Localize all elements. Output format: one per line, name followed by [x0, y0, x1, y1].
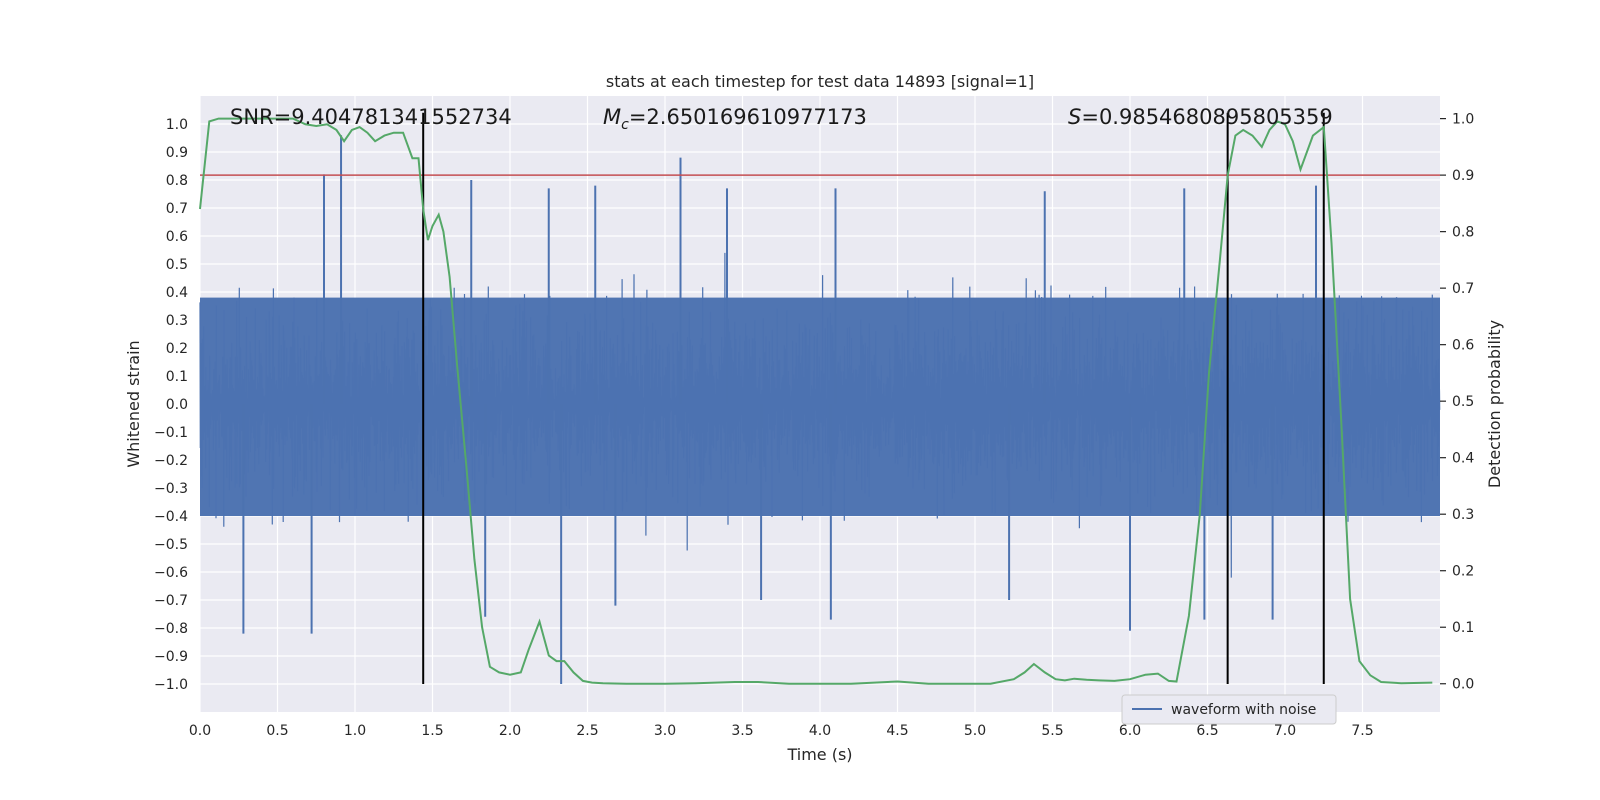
probability-series [199, 117, 1433, 685]
x-tick-label-2: 1.0 [344, 723, 366, 739]
left-tick-label-20: −1.0 [154, 677, 188, 693]
left-tick-label-16: −0.6 [154, 565, 188, 581]
x-tick-label-11: 5.5 [1041, 723, 1063, 739]
left-tick-label-5: 0.5 [166, 257, 188, 273]
x-tick-label-6: 3.0 [654, 723, 676, 739]
x-tick-label-13: 6.5 [1196, 723, 1218, 739]
left-tick-label-10: 0.0 [166, 397, 188, 413]
s-symbol: S [1068, 105, 1081, 129]
left-tick-label-11: −0.1 [154, 425, 188, 441]
left-tick-label-3: 0.7 [166, 201, 188, 217]
x-tick-label-8: 4.0 [809, 723, 831, 739]
x-axis-label: Time (s) [786, 745, 852, 764]
left-tick-label-0: 1.0 [166, 117, 188, 133]
left-tick-label-6: 0.4 [166, 285, 188, 301]
legend-label-waveform: waveform with noise [1171, 702, 1316, 718]
right-tick-label-7: 0.3 [1452, 507, 1474, 523]
right-axis-ticks: 1.0 0.9 0.8 0.7 0.6 0.5 0.4 0.3 0.2 0.1 0.0 [1440, 112, 1474, 693]
x-tick-label-0: 0.0 [189, 723, 211, 739]
waveform-band [200, 297, 1440, 516]
right-tick-label-9: 0.1 [1452, 620, 1474, 636]
x-axis-ticks: 0.0 0.5 1.0 1.5 2.0 2.5 3.0 3.5 4.0 4.5 5.0 5.5 6.0 6… [189, 723, 1374, 739]
overlays [200, 112, 1440, 684]
left-tick-label-9: 0.1 [166, 369, 188, 385]
left-tick-label-2: 0.8 [166, 173, 188, 189]
left-axis-ticks: 1.0 0.9 0.8 0.7 0.6 0.5 0.4 0.3 0.2 0.1 0.0 −0.1 −0.… [154, 117, 188, 693]
x-tick-label-9: 4.5 [886, 723, 908, 739]
s-annotation: S=0.9854680895805359 [1068, 105, 1333, 129]
x-tick-label-4: 2.0 [499, 723, 521, 739]
right-tick-label-6: 0.4 [1452, 451, 1474, 467]
snr-annotation: SNR=9.404781341552734 [230, 105, 512, 129]
chart-title: stats at each timestep for test data 148… [606, 72, 1034, 91]
x-tick-label-15: 7.5 [1351, 723, 1373, 739]
right-tick-label-3: 0.7 [1452, 281, 1474, 297]
chirp-mass-annotation: Mc=2.650169610977173 [603, 105, 867, 133]
x-tick-label-3: 1.5 [421, 723, 443, 739]
left-tick-label-18: −0.8 [154, 621, 188, 637]
waveform-series [199, 135, 1441, 684]
right-tick-label-8: 0.2 [1452, 564, 1474, 580]
legend-box [1121, 694, 1337, 725]
left-tick-label-19: −0.9 [154, 649, 188, 665]
left-tick-label-4: 0.6 [166, 229, 188, 245]
chirp-mass-symbol: M [603, 105, 621, 129]
right-tick-label-0: 1.0 [1452, 112, 1474, 128]
left-tick-label-14: −0.4 [154, 509, 188, 525]
chirp-mass-value: =2.650169610977173 [629, 105, 867, 129]
x-tick-label-14: 7.0 [1274, 723, 1296, 739]
right-tick-label-10: 0.0 [1452, 677, 1474, 693]
left-axis-label: Whitened strain [124, 340, 143, 467]
left-tick-label-8: 0.2 [166, 341, 188, 357]
s-value: =0.9854680895805359 [1081, 105, 1332, 129]
right-tick-label-5: 0.5 [1452, 394, 1474, 410]
left-tick-label-13: −0.3 [154, 481, 188, 497]
chirp-mass-subscript: c [621, 117, 629, 133]
x-tick-label-10: 5.0 [964, 723, 986, 739]
left-tick-label-15: −0.5 [154, 537, 188, 553]
left-tick-label-12: −0.2 [154, 453, 188, 469]
left-tick-label-7: 0.3 [166, 313, 188, 329]
x-tick-label-1: 0.5 [266, 723, 288, 739]
right-tick-label-1: 0.9 [1452, 168, 1474, 184]
right-tick-label-2: 0.8 [1452, 225, 1474, 241]
left-tick-label-1: 0.9 [166, 145, 188, 161]
x-tick-label-7: 3.5 [731, 723, 753, 739]
probability-line [199, 117, 1433, 685]
x-tick-label-5: 2.5 [576, 723, 598, 739]
right-tick-label-4: 0.6 [1452, 338, 1474, 354]
legend: waveform with noise [1121, 694, 1337, 725]
right-axis-label: Detection probability [1485, 320, 1504, 488]
left-tick-label-17: −0.7 [154, 593, 188, 609]
x-tick-label-12: 6.0 [1119, 723, 1141, 739]
